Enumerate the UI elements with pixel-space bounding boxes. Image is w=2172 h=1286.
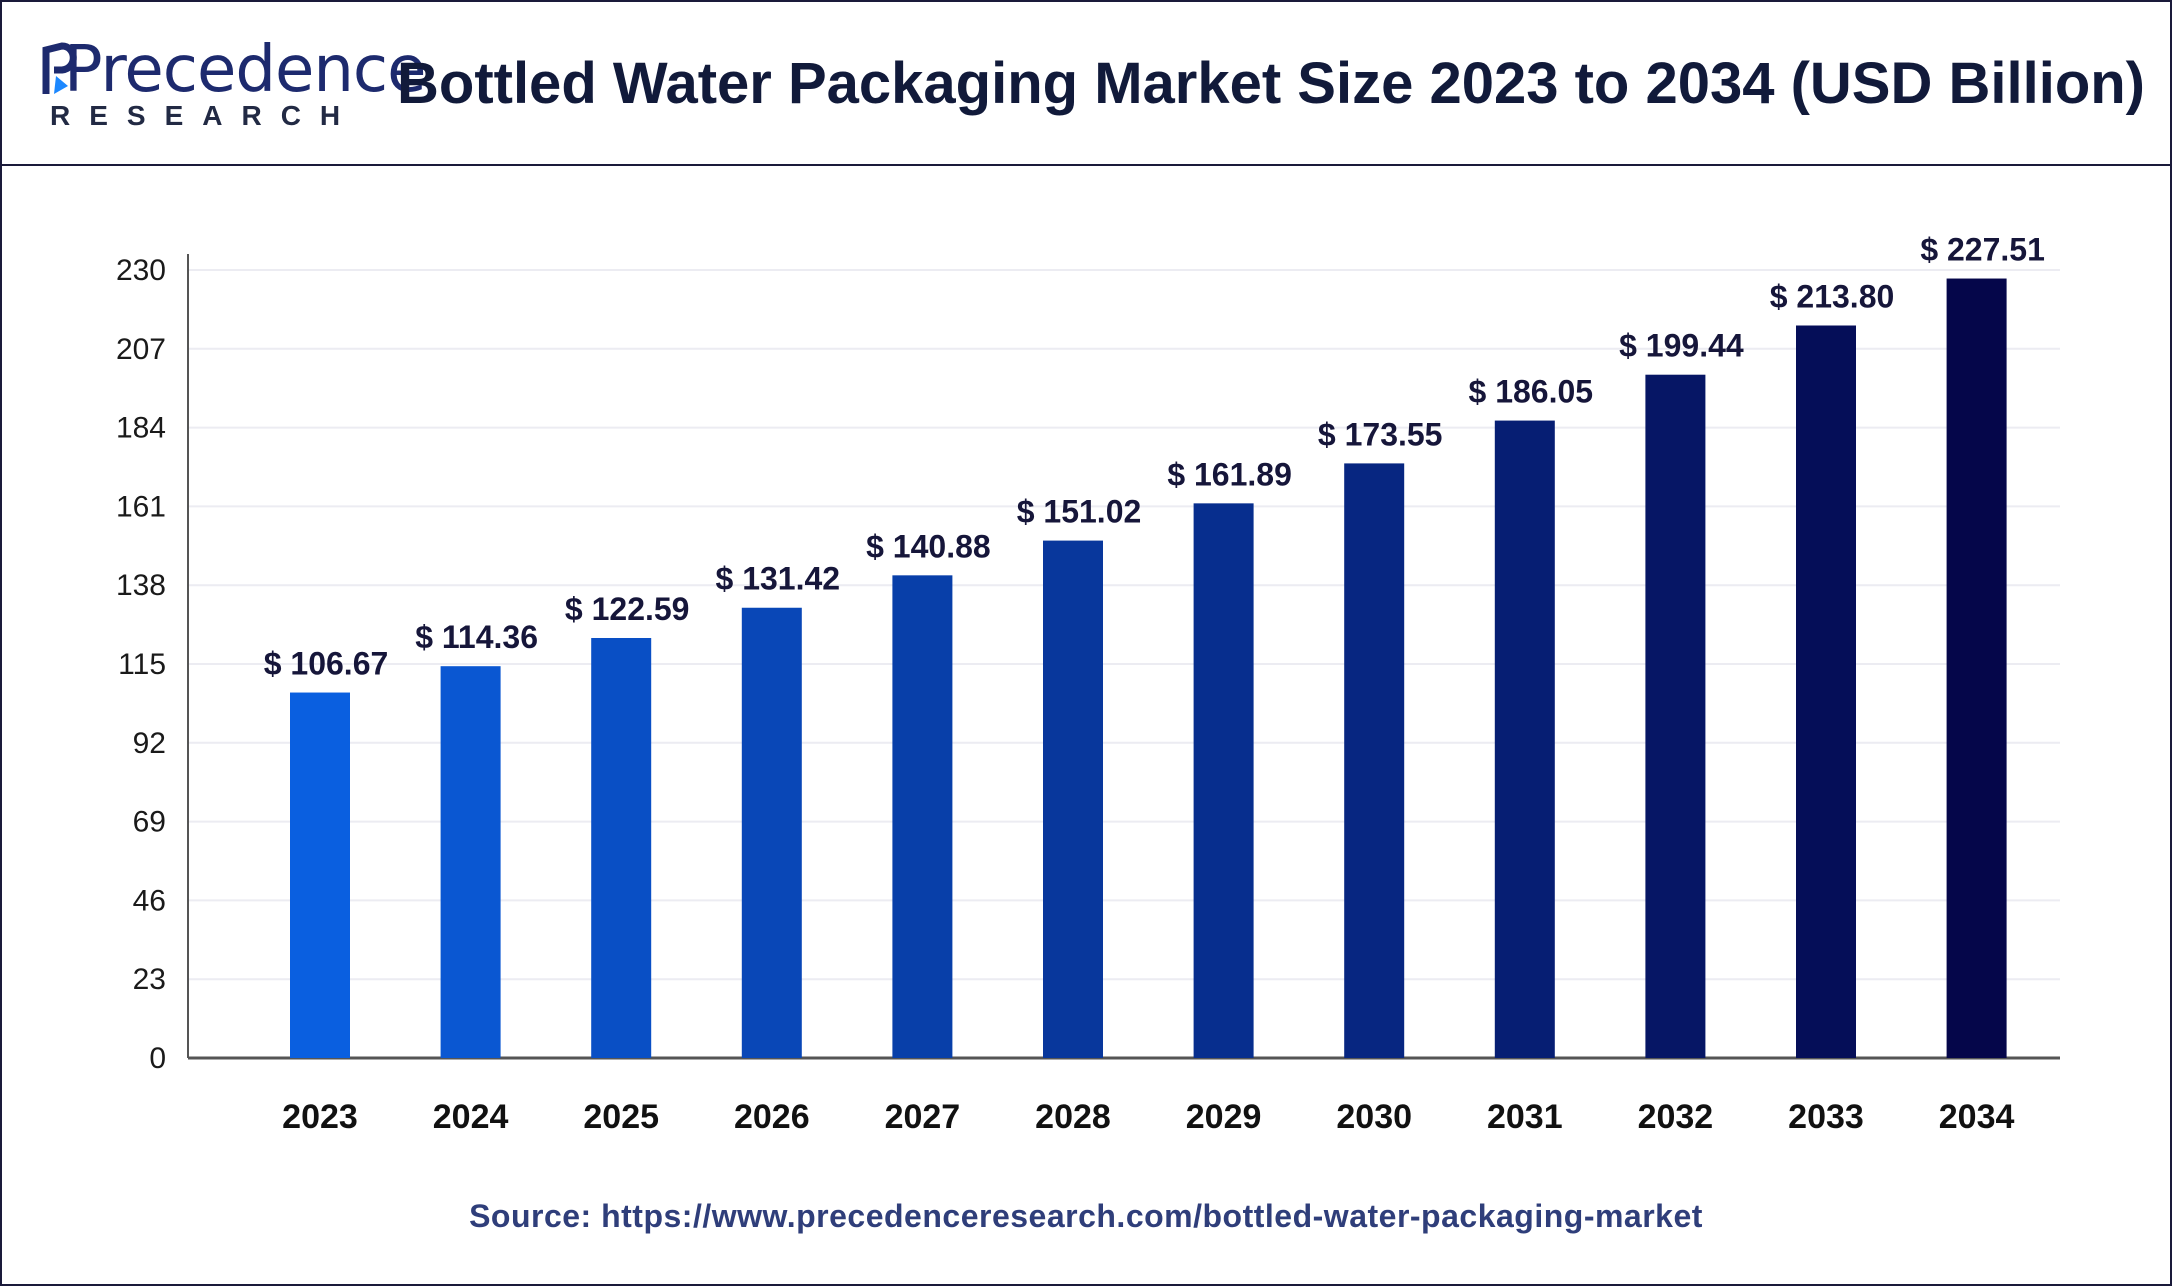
logo-wordmark: Precedence (64, 33, 426, 107)
y-tick-label: 161 (116, 490, 166, 523)
x-tick-label: 2034 (1939, 1098, 2015, 1136)
y-tick-label: 92 (133, 727, 166, 760)
x-tick-label: 2031 (1487, 1098, 1563, 1136)
logo-mark-icon (42, 42, 77, 94)
x-tick-label: 2024 (433, 1098, 509, 1136)
chart-title: Bottled Water Packaging Market Size 2023… (397, 51, 2145, 116)
data-label: $ 227.51 (1920, 232, 2045, 268)
data-label: $ 173.55 (1318, 416, 1443, 452)
bar-2034[interactable] (1946, 278, 2007, 1058)
x-tick-label: 2029 (1186, 1098, 1262, 1136)
data-label: $ 122.59 (565, 591, 690, 627)
bar-2023[interactable] (290, 692, 350, 1058)
y-tick-label: 115 (118, 648, 166, 681)
data-label: $ 161.89 (1167, 456, 1292, 492)
y-tick-label: 230 (116, 254, 166, 287)
data-label: $ 140.88 (866, 528, 991, 564)
x-tick-label: 2032 (1638, 1098, 1714, 1136)
x-tick-label: 2023 (282, 1098, 358, 1136)
y-tick-label: 207 (116, 333, 166, 366)
x-tick-label: 2030 (1336, 1098, 1412, 1136)
logo-subtext: RESEARCH (50, 100, 360, 131)
y-tick-label: 46 (133, 884, 166, 917)
y-tick-label: 184 (116, 412, 166, 445)
y-tick-label: 0 (149, 1042, 166, 1075)
bar-2031[interactable] (1494, 420, 1555, 1058)
data-label: $ 131.42 (716, 561, 841, 597)
x-tick-label: 2027 (885, 1098, 961, 1136)
x-tick-label: 2033 (1788, 1098, 1864, 1136)
bar-2033[interactable] (1796, 325, 1856, 1058)
bar-2030[interactable] (1344, 463, 1405, 1059)
bar-2025[interactable] (591, 637, 652, 1058)
bar-2028[interactable] (1043, 540, 1103, 1058)
source-note[interactable]: Source: https://www.precedenceresearch.c… (469, 1198, 1703, 1234)
x-tick-label: 2026 (734, 1098, 810, 1136)
y-tick-label: 138 (116, 569, 166, 602)
bar-2024[interactable] (440, 666, 501, 1058)
y-tick-label: 23 (133, 963, 166, 996)
data-label: $ 114.36 (415, 619, 538, 655)
x-tick-label: 2028 (1035, 1098, 1111, 1136)
bar-2026[interactable] (741, 607, 802, 1058)
header: Precedence RESEARCH Bottled Water Packag… (2, 2, 2170, 166)
data-label: $ 199.44 (1619, 328, 1744, 364)
data-label: $ 213.80 (1770, 279, 1895, 315)
bar-2032[interactable] (1645, 374, 1706, 1058)
x-tick-label: 2025 (583, 1098, 659, 1136)
y-tick-label: 69 (133, 806, 166, 839)
bar-chart: 0 23 46 69 92 115 138 161 184 207 230 $ 106.67 2023 $… (116, 232, 2060, 1136)
bar-2029[interactable] (1193, 503, 1254, 1058)
data-label: $ 151.02 (1017, 494, 1142, 530)
precedence-research-logo: Precedence RESEARCH (42, 32, 426, 142)
bar-2027[interactable] (892, 575, 953, 1058)
data-label: $ 106.67 (264, 646, 389, 682)
data-label: $ 186.05 (1469, 374, 1594, 410)
